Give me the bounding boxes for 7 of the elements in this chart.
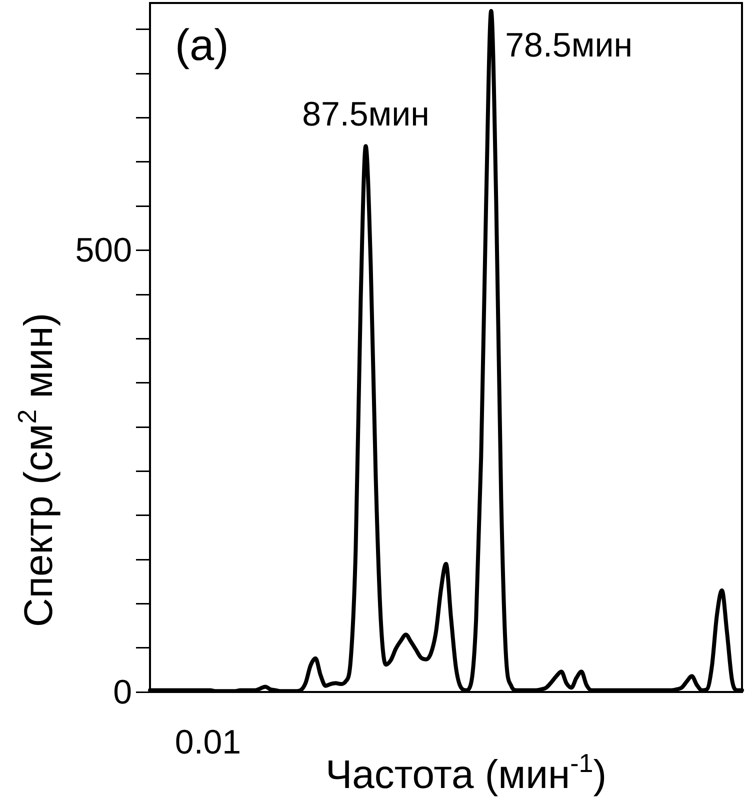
annotation: 87.5мин (302, 95, 430, 134)
y-axis-title: Спектр (см2 мин) (12, 312, 61, 628)
text: 0.01 (174, 723, 242, 762)
y-tick-label: 500 (75, 232, 132, 270)
y-tick-label: 0 (113, 673, 132, 712)
annotation: (a) (175, 21, 229, 70)
annotation: 78.5мин (505, 26, 632, 64)
